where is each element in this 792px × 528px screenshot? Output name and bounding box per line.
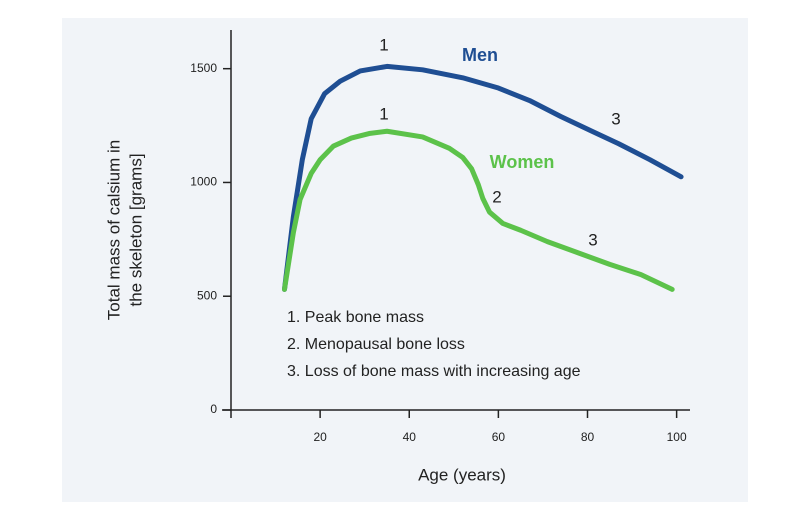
- x-tick-label: 80: [581, 430, 595, 444]
- x-tick-label: 100: [667, 430, 687, 444]
- series-line: [281, 63, 684, 292]
- note: 2. Menopausal bone loss: [287, 336, 465, 353]
- x-tick-label: 20: [313, 430, 327, 444]
- y-axis-label: Total mass of calsium in the skeleton [g…: [104, 140, 145, 320]
- note: 3. Loss of bone mass with increasing age: [287, 363, 581, 380]
- legend-label: Men: [462, 45, 498, 65]
- annotation: 3: [611, 109, 620, 128]
- x-tick-label: 40: [403, 430, 417, 444]
- y-axis-label-line: the skeleton [grams]: [126, 153, 145, 306]
- y-tick-label: 500: [197, 288, 217, 302]
- y-tick-label: 0: [210, 402, 217, 416]
- annotation: 1: [379, 104, 388, 123]
- chart-background: [62, 18, 748, 502]
- y-tick-label: 1000: [190, 175, 217, 189]
- x-axis-label: Age (years): [418, 465, 506, 484]
- x-tick-label: 60: [492, 430, 506, 444]
- annotation: 2: [492, 187, 501, 206]
- annotation: 3: [588, 230, 597, 249]
- y-tick-label: 1500: [190, 61, 217, 75]
- annotation: 1: [379, 35, 388, 54]
- y-axis-label-line: Total mass of calsium in: [104, 140, 123, 320]
- note: 1. Peak bone mass: [287, 309, 424, 326]
- series-line: [281, 128, 675, 292]
- legend-label: Women: [490, 152, 555, 172]
